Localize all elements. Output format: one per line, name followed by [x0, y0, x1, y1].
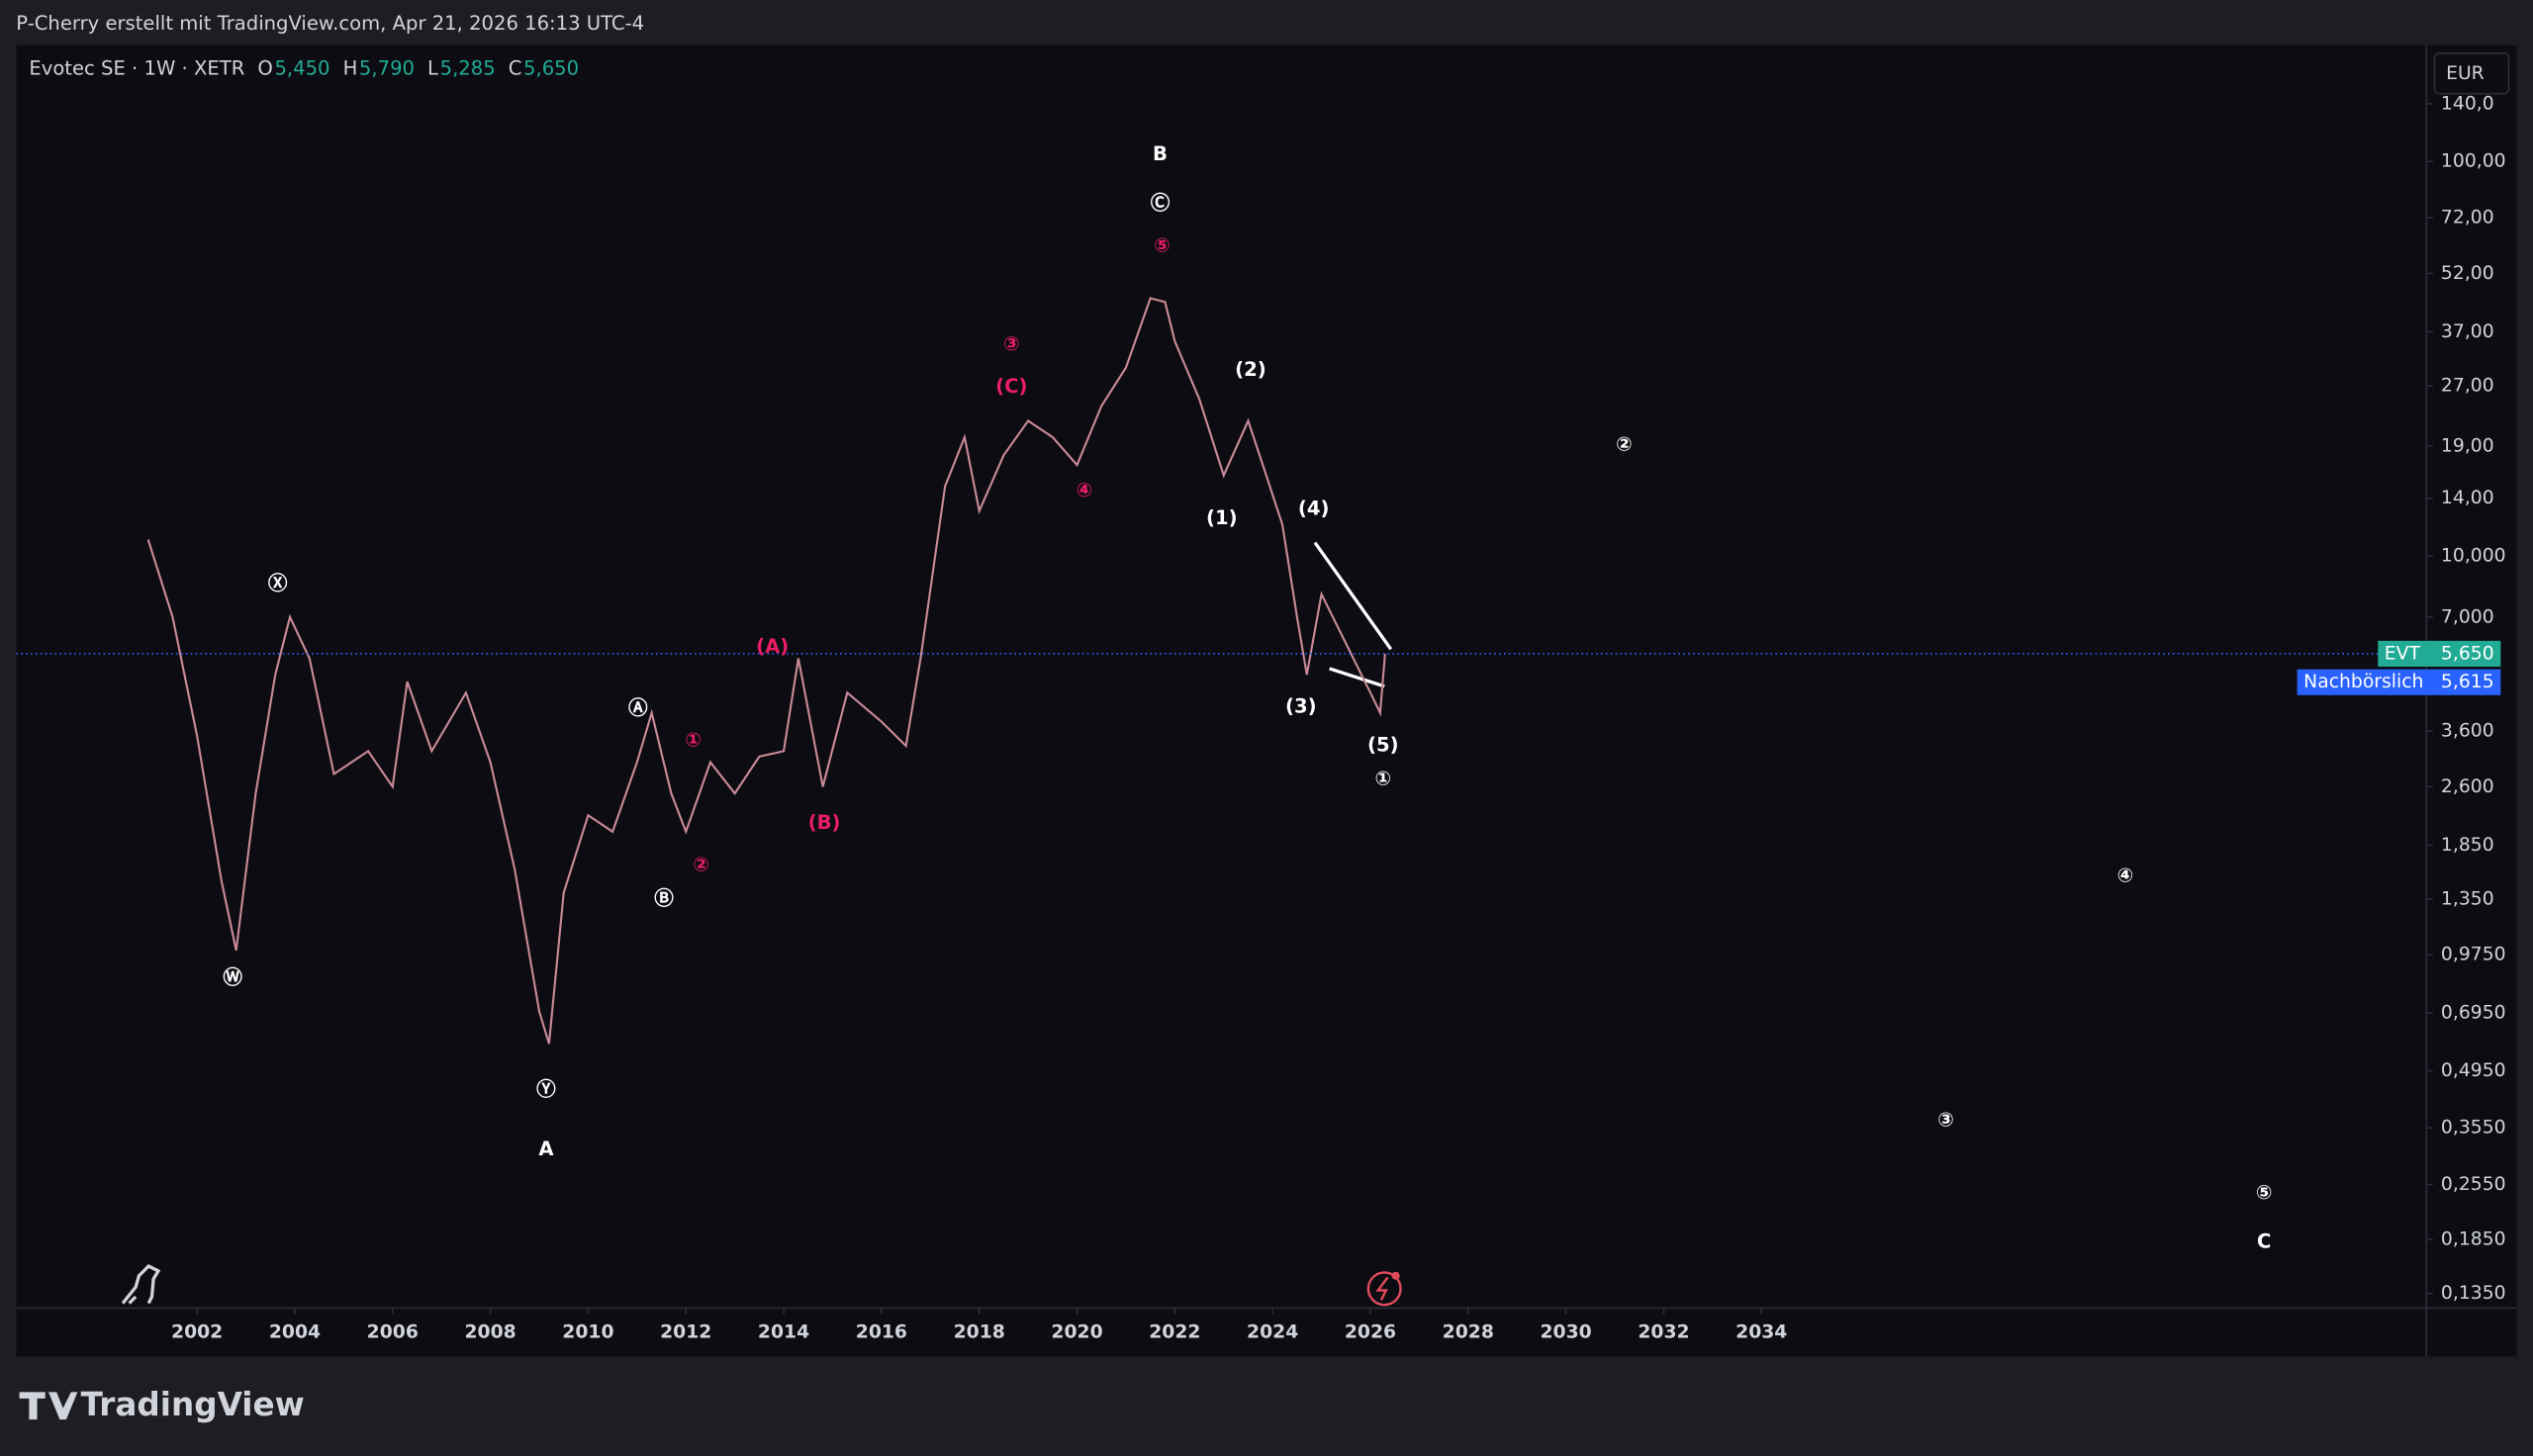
wave-label: A [538, 1138, 554, 1160]
x-tick-label: 2004 [269, 1321, 321, 1342]
x-tick-label: 2024 [1247, 1321, 1298, 1342]
x-tick-label: 2030 [1541, 1321, 1592, 1342]
ohlc-value: 5,790 [359, 57, 415, 80]
ohlc-key: L [427, 57, 438, 80]
y-tick-label: 14,00 [2441, 488, 2494, 508]
wave-label: ① [685, 728, 702, 751]
dino-icon [121, 1264, 161, 1305]
x-tick-label: 2018 [954, 1321, 1005, 1342]
y-tick-label: 0,6950 [2441, 1002, 2506, 1023]
y-tick-label: 0,3550 [2441, 1118, 2506, 1138]
last-price-name: EVT [2385, 643, 2421, 664]
x-tick-label: 2026 [1345, 1321, 1396, 1342]
flash-icon[interactable] [1366, 1271, 1402, 1307]
brand: TradingView [81, 1386, 305, 1423]
post-price-tag [2297, 669, 2501, 695]
x-tick-label: 2016 [856, 1321, 907, 1342]
symbol-title: Evotec SE · 1W · XETR [29, 57, 244, 80]
x-tick-label: 2014 [758, 1321, 809, 1342]
last-price-tag [2378, 640, 2501, 667]
x-tick-label: 2008 [464, 1321, 516, 1342]
wave-label: Ⓑ [654, 886, 674, 909]
y-tick-label: 140,0 [2441, 93, 2494, 114]
wave-label: (B) [808, 811, 841, 834]
y-tick-label: 3,600 [2441, 720, 2494, 741]
ohlc-value: 5,650 [523, 57, 579, 80]
wave-label: C [2257, 1229, 2271, 1252]
wave-label: (A) [756, 635, 789, 658]
y-tick-label: 10,000 [2441, 546, 2506, 567]
wave-label: ② [693, 854, 709, 876]
wave-label: ② [1616, 432, 1633, 455]
wave-label: Ⓨ [536, 1077, 556, 1100]
wave-label: (C) [995, 375, 1027, 398]
x-tick-label: 2010 [562, 1321, 613, 1342]
wave-label: Ⓦ [223, 966, 242, 989]
trendline [1313, 541, 1393, 651]
y-tick-label: 0,1350 [2441, 1283, 2506, 1304]
y-tick-label: 27,00 [2441, 375, 2494, 396]
y-tick-label: 19,00 [2441, 435, 2494, 456]
y-tick-label: 2,600 [2441, 776, 2494, 797]
y-tick-label: 0,2550 [2441, 1174, 2506, 1195]
wave-label: B [1153, 142, 1168, 165]
ohlc-legend: O 5,450 H 5,790 L 5,285 C 5,650 [257, 57, 579, 80]
x-tick-label: 2032 [1638, 1321, 1689, 1342]
post-price-label: 5,615 [2441, 672, 2494, 692]
ohlc-key: H [343, 57, 358, 80]
wave-label: (2) [1235, 358, 1266, 381]
wave-label: Ⓐ [628, 696, 648, 719]
wave-label: (4) [1298, 498, 1330, 520]
ohlc-key: O [257, 57, 272, 80]
attribution: P-Cherry erstellt mit TradingView.com, A… [16, 12, 644, 35]
wave-label: ⑤ [1154, 233, 1171, 256]
last-price-label: 5,650 [2441, 643, 2494, 664]
y-tick-label: 0,9750 [2441, 945, 2506, 965]
ohlc-value: 5,285 [440, 57, 496, 80]
ohlc-value: 5,450 [274, 57, 329, 80]
wave-label: ③ [1937, 1109, 1954, 1132]
trendline [1329, 667, 1385, 688]
y-tick-label: 52,00 [2441, 263, 2494, 284]
y-tick-label: 100,00 [2441, 151, 2506, 172]
wave-label: ④ [2117, 864, 2134, 887]
wave-label: ⑤ [2256, 1181, 2273, 1204]
x-tick-label: 2034 [1736, 1321, 1787, 1342]
ohlc-key: C [509, 57, 522, 80]
y-tick-label: 1,350 [2441, 888, 2494, 909]
wave-label: Ⓒ [1151, 192, 1171, 215]
chart-pane [16, 45, 2517, 1357]
currency-button[interactable] [2433, 52, 2510, 95]
wave-label: (3) [1285, 694, 1317, 717]
y-tick-label: 0,4950 [2441, 1060, 2506, 1081]
y-tick-label: 37,00 [2441, 321, 2494, 342]
wave-label: ① [1375, 768, 1392, 790]
wave-label: (5) [1367, 734, 1399, 757]
currency[interactable]: EUR [2446, 63, 2485, 84]
x-tick-label: 2006 [367, 1321, 419, 1342]
x-tick-label: 2002 [171, 1321, 223, 1342]
x-tick-label: 2028 [1443, 1321, 1494, 1342]
y-tick-label: 1,850 [2441, 835, 2494, 856]
wave-label: ④ [1077, 479, 1093, 501]
wave-label: Ⓧ [268, 572, 288, 594]
x-tick-label: 2012 [660, 1321, 711, 1342]
y-tick-label: 72,00 [2441, 208, 2494, 228]
brand-logo [19, 1392, 78, 1420]
x-tick-label: 2022 [1149, 1321, 1200, 1342]
price-line [146, 297, 1386, 1045]
wave-label: ③ [1003, 332, 1020, 355]
wave-label: (1) [1206, 506, 1238, 529]
y-tick-label: 7,000 [2441, 606, 2494, 627]
y-tick-label: 0,1850 [2441, 1229, 2506, 1250]
post-price-name: Nachbörslich [2303, 672, 2423, 692]
x-tick-label: 2020 [1051, 1321, 1102, 1342]
